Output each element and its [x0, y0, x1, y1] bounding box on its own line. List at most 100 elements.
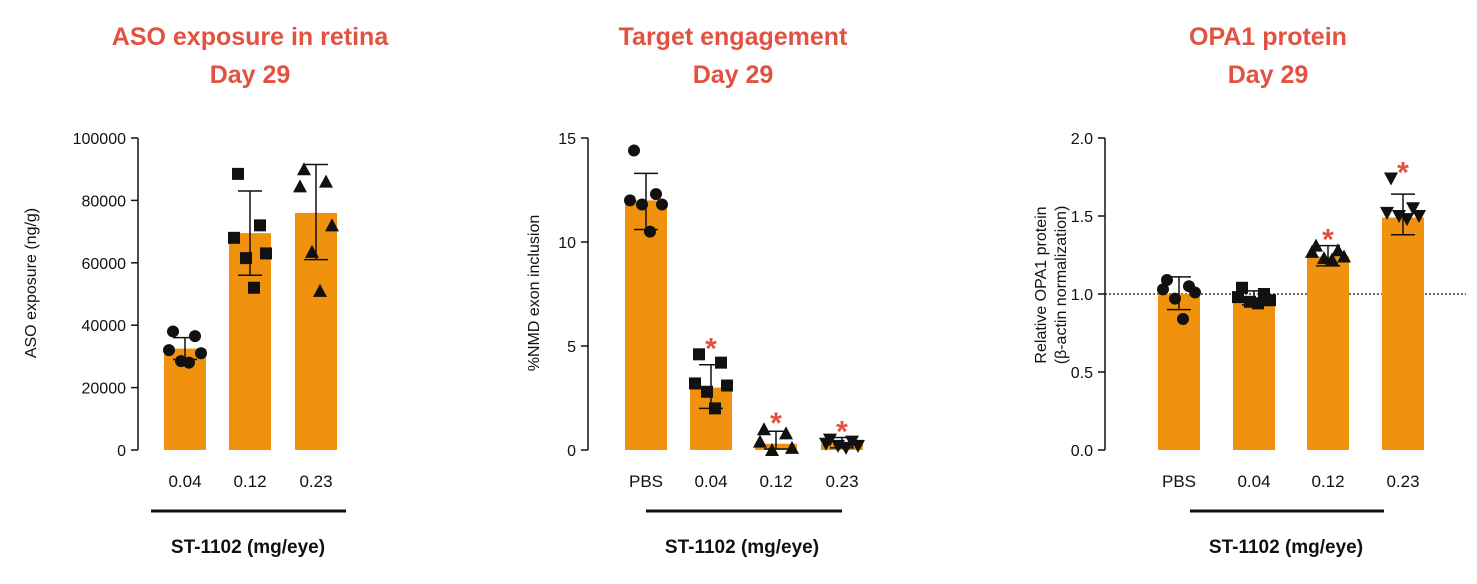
x-axis-title: ST-1102 (mg/eye): [170, 537, 326, 558]
x-tick-label: 0.04: [1237, 472, 1270, 491]
data-point: [721, 379, 733, 392]
data-point: [779, 426, 793, 440]
y-tick-label: 1.0: [1071, 287, 1093, 304]
data-point: [1317, 251, 1331, 265]
data-point: [232, 167, 244, 180]
chart-title: Target engagement Day 29: [528, 18, 938, 94]
chart-title-line2: Day 29: [209, 61, 291, 89]
data-point: [851, 439, 865, 453]
bar: [1307, 256, 1349, 450]
data-point: [709, 402, 721, 415]
data-point: [1305, 244, 1319, 258]
data-point: [1400, 213, 1414, 227]
x-tick-label: 0.12: [759, 472, 792, 491]
bar: [625, 200, 667, 450]
chart-title-line1: OPA1 protein: [1189, 23, 1347, 51]
x-tick-label: 0.23: [1386, 472, 1419, 491]
data-point: [1236, 281, 1248, 294]
data-point: [1406, 202, 1420, 216]
data-point: [689, 377, 701, 390]
data-point: [701, 385, 713, 398]
y-tick-label: 15: [558, 131, 576, 148]
significance-asterisk: *: [1322, 224, 1334, 257]
chart-title-line1: ASO exposure in retina: [111, 23, 389, 51]
data-point: [753, 434, 767, 448]
y-tick-label: 20000: [82, 381, 127, 398]
chart-title-line2: Day 29: [692, 61, 774, 89]
data-point: [1337, 249, 1351, 263]
data-point: [228, 231, 240, 244]
data-point: [313, 283, 327, 297]
y-tick-label: 2.0: [1071, 131, 1093, 148]
x-tick-label: 0.12: [1311, 472, 1344, 491]
data-point: [839, 441, 853, 455]
data-point: [656, 198, 668, 211]
data-point: [1252, 297, 1264, 310]
data-point: [765, 443, 779, 456]
y-tick-label: 1.5: [1071, 209, 1093, 226]
panel-aso-exposure: ASO exposure in retina Day 29 ASO exposu…: [0, 0, 420, 584]
x-tick-label: PBS: [629, 472, 663, 491]
data-point: [195, 347, 207, 360]
data-point: [1161, 273, 1173, 286]
data-point: [624, 194, 636, 207]
data-point: [293, 179, 307, 193]
bar: [1233, 298, 1275, 450]
x-tick-label: 0.04: [694, 472, 727, 491]
data-point: [1325, 252, 1339, 266]
data-point: [757, 422, 771, 436]
data-point: [819, 437, 833, 451]
data-point: [163, 344, 175, 357]
x-tick-label: 0.23: [825, 472, 858, 491]
chart-title: ASO exposure in retina Day 29: [45, 18, 455, 94]
data-point: [1169, 292, 1181, 305]
x-axis-title: ST-1102 (mg/eye): [664, 537, 820, 558]
data-point: [650, 188, 662, 201]
chart-plot-area: 0 5 10 15 PBS 0.04 * 0.12 * 0.23 *: [558, 131, 865, 513]
significance-asterisk: *: [770, 407, 782, 440]
bar: [1382, 217, 1424, 450]
data-point: [189, 330, 201, 343]
data-point: [715, 356, 727, 369]
y-tick-label: 0.5: [1071, 365, 1093, 382]
chart-title: OPA1 protein Day 29: [1063, 18, 1473, 94]
y-tick-label: 40000: [82, 318, 127, 335]
significance-asterisk: *: [705, 332, 717, 365]
chart-plot-area: 0.0 0.5 1.0 1.5 2.0 PBS 0.04 0.12 * 0.23 *: [1071, 131, 1466, 513]
data-point: [260, 247, 272, 260]
x-tick-label: 0.12: [233, 472, 266, 491]
data-point: [240, 252, 252, 265]
data-point: [1157, 283, 1169, 296]
data-point: [183, 356, 195, 369]
data-point: [1189, 286, 1201, 299]
y-tick-label: 60000: [82, 256, 127, 273]
significance-asterisk: *: [1397, 157, 1409, 190]
chart-title-line2: Day 29: [1227, 61, 1309, 89]
data-point: [1331, 243, 1345, 257]
x-tick-label: 0.04: [168, 472, 201, 491]
data-point: [167, 325, 179, 338]
data-point: [1380, 206, 1394, 220]
chart-title-line1: Target engagement: [618, 23, 848, 51]
data-point: [248, 281, 260, 294]
data-point: [297, 162, 311, 176]
x-tick-label: PBS: [1162, 472, 1196, 491]
significance-asterisk: *: [836, 416, 848, 449]
data-point: [1384, 172, 1398, 186]
data-point: [1177, 312, 1189, 325]
data-point: [644, 225, 656, 238]
chart-plot-area: 0 20000 40000 60000 80000 100000 0.04 0.12 0.23: [73, 131, 346, 513]
x-tick-label: 0.23: [299, 472, 332, 491]
y-tick-label: 100000: [73, 131, 126, 148]
y-tick-label: 10: [558, 235, 576, 252]
y-tick-label: 0: [117, 443, 126, 460]
y-tick-label: 0.0: [1071, 443, 1093, 460]
data-point: [693, 348, 705, 361]
data-point: [1264, 294, 1276, 307]
y-tick-label: 80000: [82, 193, 127, 210]
data-point: [628, 144, 640, 157]
y-tick-label: 5: [567, 339, 576, 356]
data-point: [325, 218, 339, 232]
data-point: [785, 440, 799, 454]
data-point: [1412, 210, 1426, 223]
